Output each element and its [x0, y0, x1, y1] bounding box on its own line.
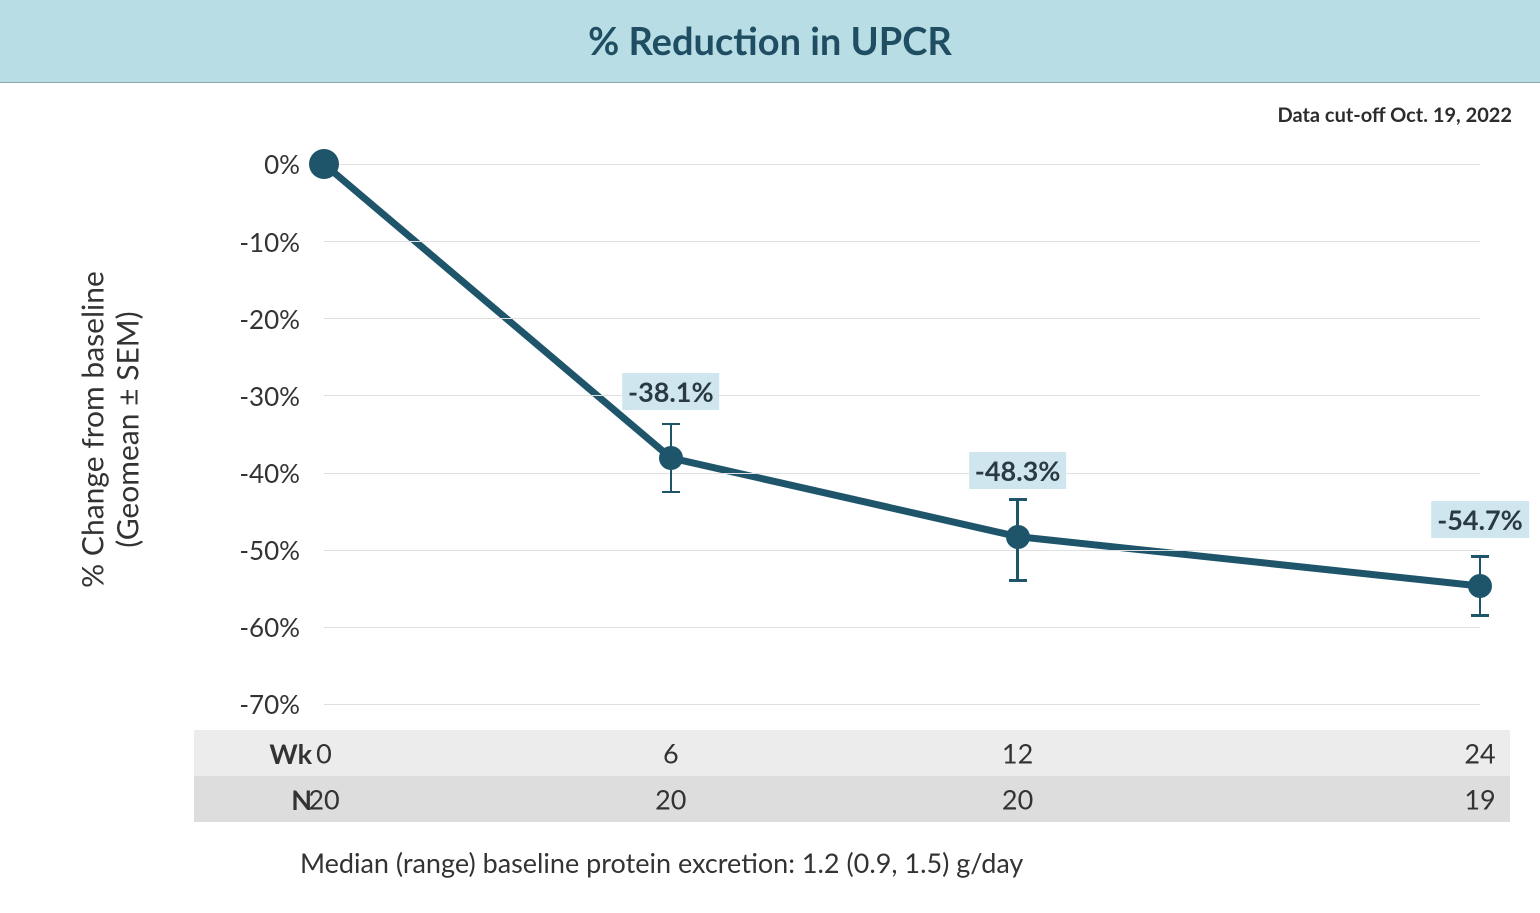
- table-row-header: Wk: [194, 737, 324, 770]
- error-cap: [1009, 579, 1027, 582]
- gridline: [324, 318, 1480, 319]
- series-line: [324, 164, 1480, 704]
- chart-title: % Reduction in UPCR: [588, 18, 952, 64]
- y-axis-label: % Change from baseline (Geomean ± SEM): [76, 180, 145, 680]
- table-cell: 20: [1002, 783, 1033, 816]
- chart-container: % Reduction in UPCR Data cut-off Oct. 19…: [0, 0, 1540, 913]
- gridline: [324, 704, 1480, 705]
- table-cell: 20: [308, 783, 339, 816]
- y-axis-label-line2: (Geomean ± SEM): [110, 180, 145, 680]
- y-tick-label: -70%: [210, 688, 300, 720]
- error-cap: [662, 491, 680, 494]
- data-point-label: -54.7%: [1431, 501, 1529, 538]
- table-cell: 6: [663, 737, 679, 770]
- error-cap: [1471, 614, 1489, 617]
- gridline: [324, 627, 1480, 628]
- gridline: [324, 473, 1480, 474]
- y-tick-label: -20%: [210, 303, 300, 335]
- data-point-marker: [659, 446, 683, 470]
- gridline: [324, 550, 1480, 551]
- table-cell: 0: [316, 737, 332, 770]
- y-axis-label-line1: % Change from baseline: [76, 180, 111, 680]
- plot-area: -38.1%-48.3%-54.7%: [324, 164, 1480, 704]
- data-cutoff-note: Data cut-off Oct. 19, 2022: [1278, 103, 1512, 127]
- data-point-label: -38.1%: [622, 373, 720, 410]
- y-tick-label: -40%: [210, 457, 300, 489]
- y-tick-label: -30%: [210, 380, 300, 412]
- table-row-header: N: [194, 783, 324, 816]
- table-cell: 12: [1002, 737, 1033, 770]
- error-cap: [1009, 498, 1027, 501]
- data-point-marker: [309, 149, 339, 179]
- data-point-marker: [1006, 525, 1030, 549]
- gridline: [324, 241, 1480, 242]
- footnote: Median (range) baseline protein excretio…: [300, 846, 1023, 879]
- gridline: [324, 164, 1480, 165]
- data-point-label: -48.3%: [969, 452, 1067, 489]
- y-tick-label: -60%: [210, 611, 300, 643]
- table-row-wk: Wk0 6 12 24: [194, 730, 1510, 776]
- error-cap: [1471, 555, 1489, 558]
- chart-title-band: % Reduction in UPCR: [0, 0, 1540, 83]
- error-cap: [662, 423, 680, 426]
- table-cell: 24: [1464, 737, 1495, 770]
- y-tick-label: -50%: [210, 534, 300, 566]
- y-tick-label: 0%: [210, 148, 300, 180]
- data-point-marker: [1468, 574, 1492, 598]
- gridline: [324, 395, 1480, 396]
- table-cell: 20: [655, 783, 686, 816]
- x-axis-table: Wk061224N20202019: [194, 730, 1510, 822]
- table-cell: 19: [1464, 783, 1495, 816]
- y-tick-label: -10%: [210, 226, 300, 258]
- table-row-n: N20202019: [194, 776, 1510, 822]
